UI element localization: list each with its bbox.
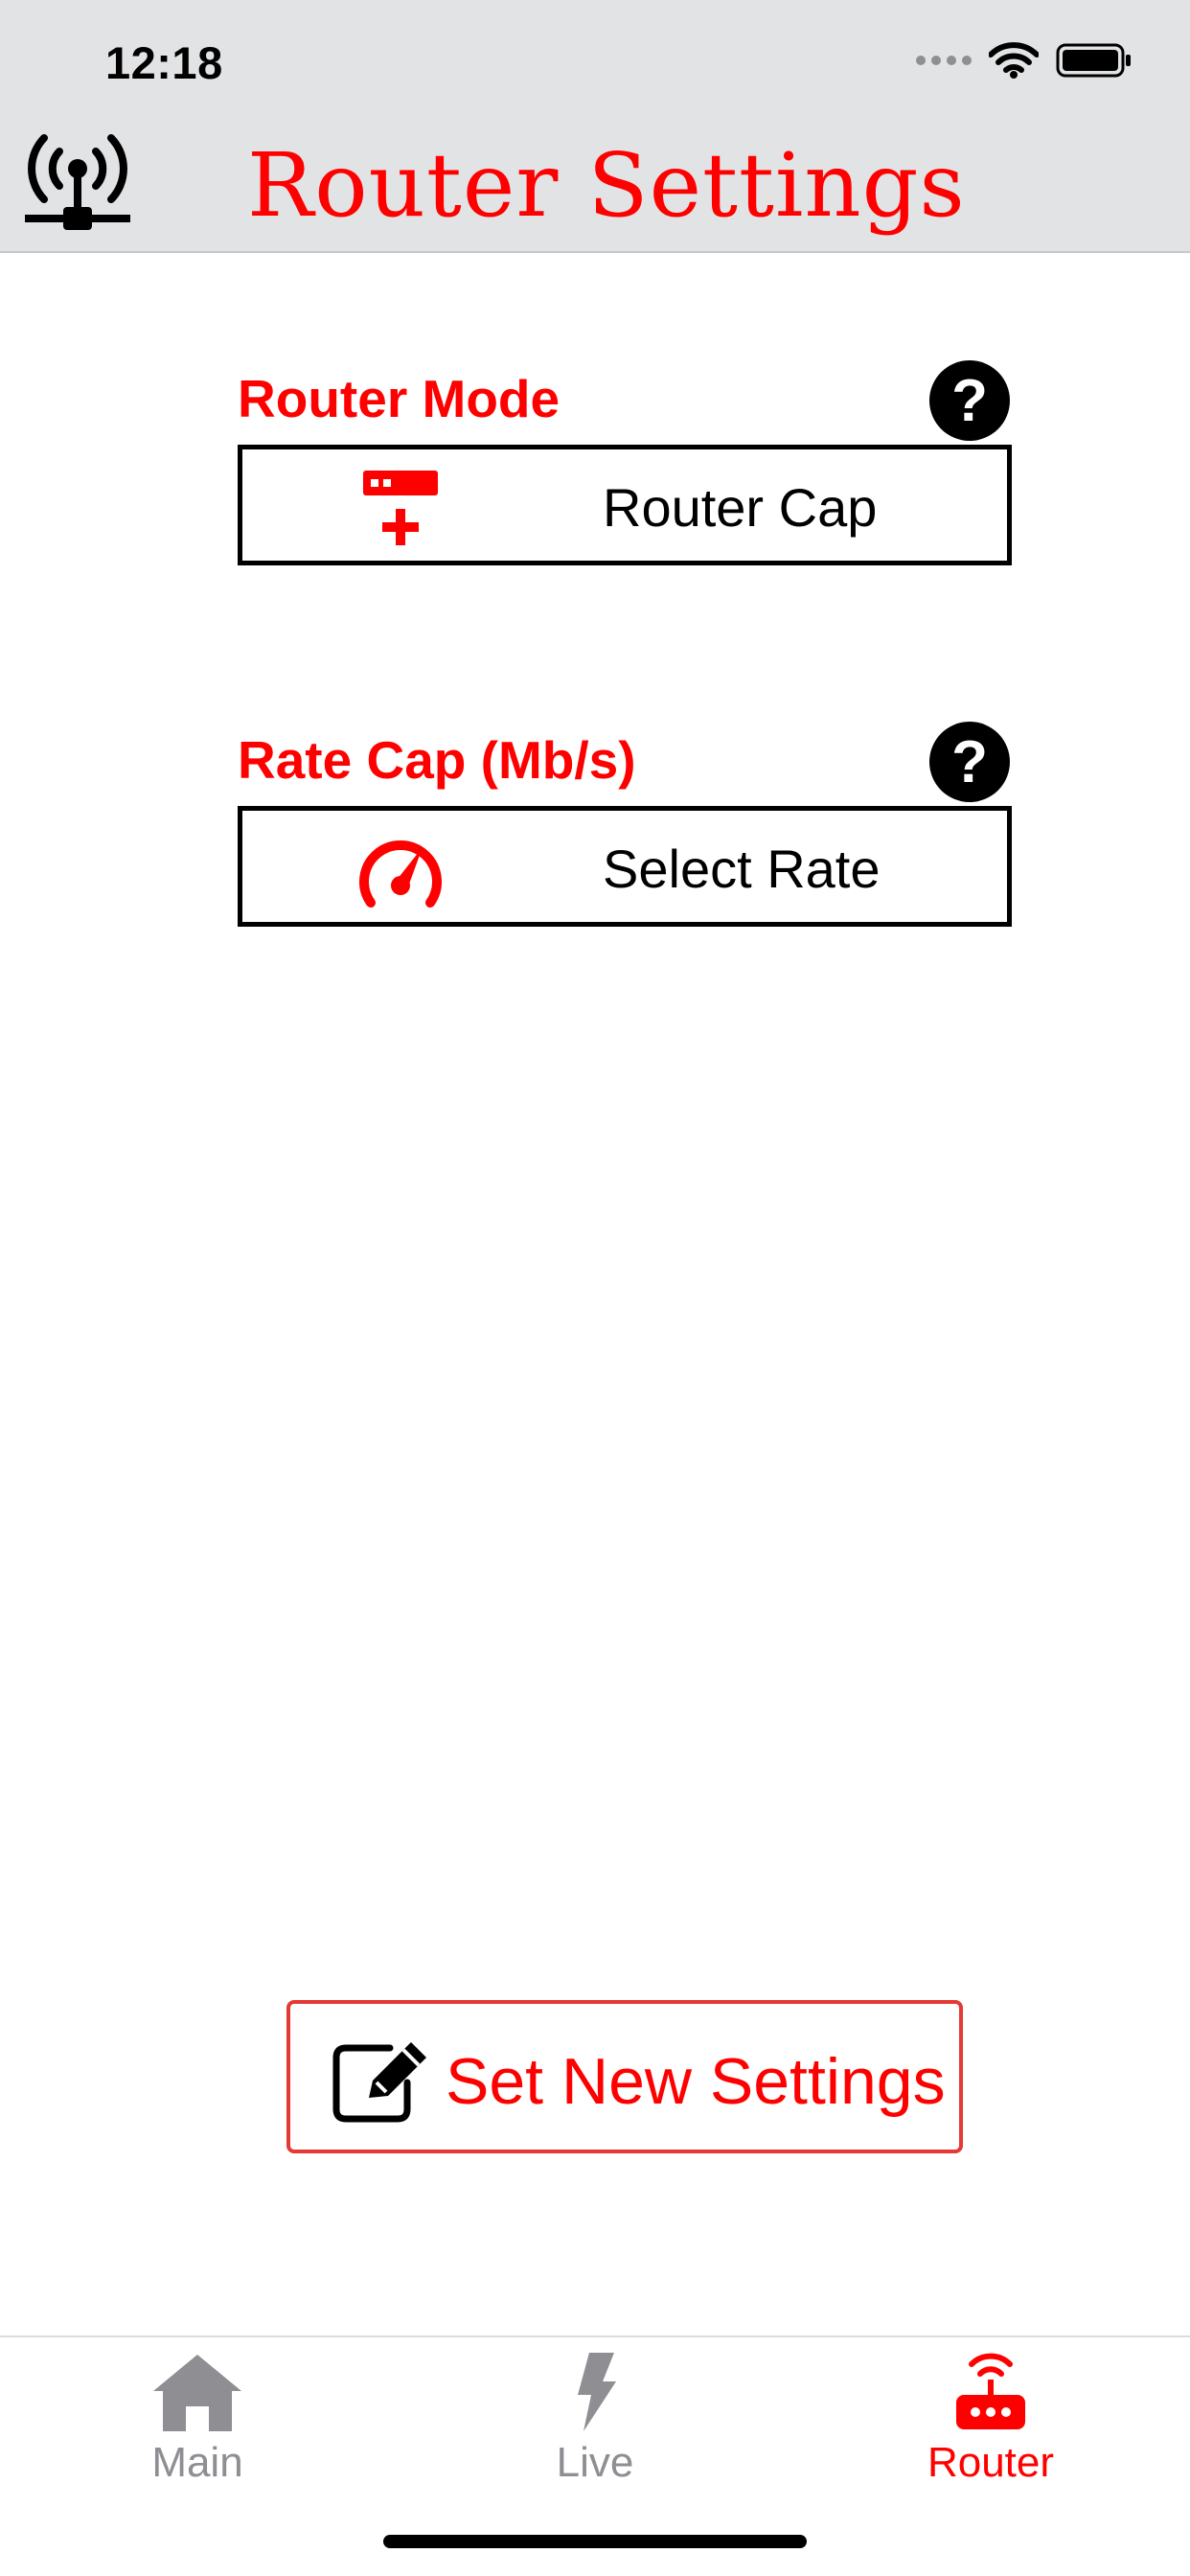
cellular-signal-icon bbox=[916, 56, 972, 65]
speedometer-icon bbox=[359, 840, 442, 908]
battery-icon bbox=[1056, 43, 1131, 78]
lightning-icon bbox=[578, 2353, 616, 2431]
home-indicator bbox=[383, 2535, 807, 2548]
page-title: Router Settings bbox=[247, 134, 966, 237]
router-icon bbox=[956, 2353, 1025, 2429]
rate-cap-select[interactable]: Select Rate bbox=[238, 806, 1012, 927]
router-mode-value: Router Cap bbox=[603, 477, 878, 538]
router-mode-help-icon[interactable]: ? bbox=[929, 360, 1010, 441]
set-new-settings-label: Set New Settings bbox=[446, 2045, 946, 2118]
home-icon bbox=[153, 2355, 241, 2431]
tab-router[interactable]: Router bbox=[885, 2351, 1096, 2514]
tab-live[interactable]: Live bbox=[490, 2351, 700, 2514]
status-indicators bbox=[916, 42, 1133, 79]
set-new-settings-button[interactable]: Set New Settings bbox=[286, 2000, 963, 2153]
router-antenna-icon bbox=[25, 134, 130, 230]
rate-cap-label: Rate Cap (Mb/s) bbox=[238, 730, 636, 790]
rate-cap-help-icon[interactable]: ? bbox=[929, 722, 1010, 802]
wifi-icon bbox=[989, 42, 1039, 79]
router-mode-select[interactable]: Router Cap bbox=[238, 445, 1012, 565]
router-plus-icon bbox=[363, 471, 438, 545]
tab-live-label: Live bbox=[556, 2439, 634, 2486]
rate-cap-value: Select Rate bbox=[603, 839, 881, 899]
tab-main-label: Main bbox=[151, 2439, 243, 2486]
status-time: 12:18 bbox=[105, 37, 223, 88]
top-bar: 12:18 Router Settings bbox=[0, 0, 1190, 253]
tab-main[interactable]: Main bbox=[92, 2351, 303, 2514]
tab-router-label: Router bbox=[927, 2439, 1055, 2486]
edit-icon bbox=[332, 2042, 426, 2123]
router-mode-label: Router Mode bbox=[238, 369, 561, 428]
